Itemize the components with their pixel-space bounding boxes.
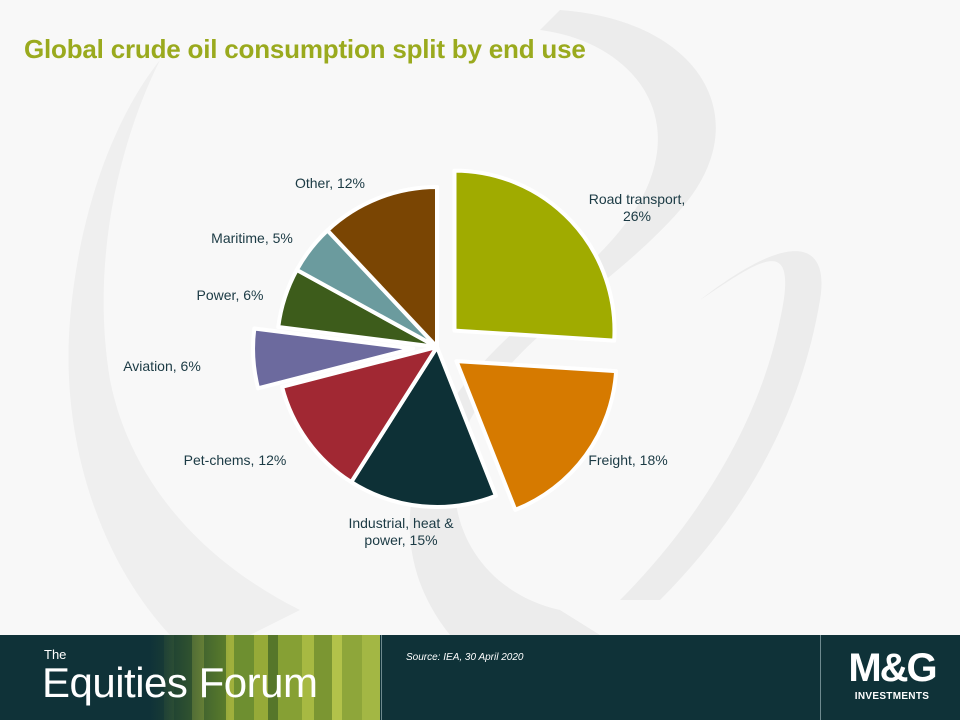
pie-slice-aviation (251, 326, 416, 391)
logo-wordmark: M&G (848, 646, 937, 690)
footer-stripes (150, 635, 380, 720)
footer-divider (820, 635, 821, 720)
pie-label-line: Road transport, (589, 191, 686, 207)
pie-label-aviation: Aviation, 6% (123, 358, 201, 374)
pie-slice-pet-chems (280, 345, 439, 485)
pie-slice-other (325, 185, 439, 349)
pie-label-line: Other, 12% (295, 175, 365, 191)
background-artwork (409, 10, 822, 635)
pie-slice-road-transport (452, 168, 617, 343)
logo-subtitle: INVESTMENTS (854, 691, 930, 702)
pie-label-power: Power, 6% (197, 287, 264, 303)
pie-label-line: Pet-chems, 12% (184, 452, 287, 468)
pie-slice-industrial-heat-power (349, 345, 498, 509)
pie-chart: Road transport, 26% Freight, 18% Industrial… (123, 168, 686, 548)
brand-name: Equities Forum (42, 659, 318, 706)
chart-title: Global crude oil consumption split by en… (24, 34, 586, 64)
pie-label-maritime: Maritime, 5% (211, 230, 293, 246)
pie-label-industrial-heat-power: Industrial, heat & power, 15% (348, 515, 454, 548)
pie-label-line: Industrial, heat & (348, 515, 454, 531)
pie-label-other: Other, 12% (295, 175, 365, 191)
brand-the: The (44, 647, 67, 662)
pie-label-line: Maritime, 5% (211, 230, 293, 246)
mg-logo: M&G INVESTMENTS (838, 647, 946, 707)
pie-label-line: 26% (623, 208, 651, 224)
source-note: Source: IEA, 30 April 2020 (406, 652, 524, 663)
pie-label-line: Power, 6% (197, 287, 264, 303)
footer: The Equities Forum Source: IEA, 30 April… (0, 635, 960, 720)
pie-slice-freight (454, 359, 619, 512)
pie-label-line: power, 15% (364, 532, 437, 548)
footer-divider (381, 635, 382, 720)
pie-label-freight: Freight, 18% (588, 452, 667, 468)
pie-label-road-transport: Road transport, 26% (589, 191, 686, 224)
pie-label-line: Freight, 18% (588, 452, 667, 468)
pie-label-pet-chems: Pet-chems, 12% (184, 452, 287, 468)
pie-label-line: Aviation, 6% (123, 358, 201, 374)
